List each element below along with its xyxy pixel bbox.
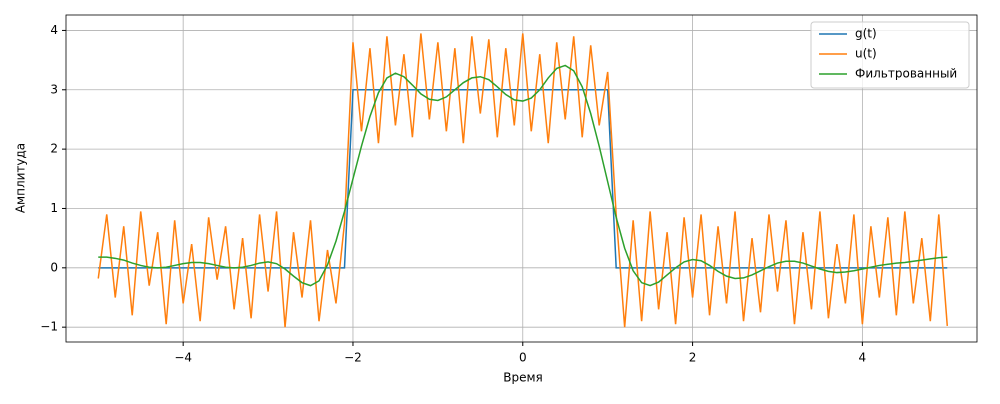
y-tick-label: −1 — [40, 320, 58, 334]
y-tick-label: 4 — [50, 23, 58, 37]
x-tick-label: 4 — [859, 351, 867, 365]
x-tick-label: 0 — [519, 351, 527, 365]
y-tick-label: 3 — [50, 82, 58, 96]
y-tick-label: 0 — [50, 260, 58, 274]
plot-frame — [65, 14, 978, 343]
y-tick-label: 1 — [50, 201, 58, 215]
x-tick-label: −4 — [174, 351, 192, 365]
data-line — [98, 64, 948, 287]
x-tick-label: 2 — [689, 351, 697, 365]
data-line — [97, 33, 949, 328]
x-tick-label: −2 — [344, 351, 362, 365]
legend-box — [810, 21, 970, 89]
y-axis-label: Амплитуда — [14, 143, 28, 213]
legend-label: Фильтрованный — [855, 67, 957, 81]
legend-label: u(t) — [855, 47, 877, 61]
legend-label: g(t) — [855, 27, 877, 41]
x-axis-label: Время — [503, 371, 543, 385]
y-tick-label: 2 — [50, 142, 58, 156]
